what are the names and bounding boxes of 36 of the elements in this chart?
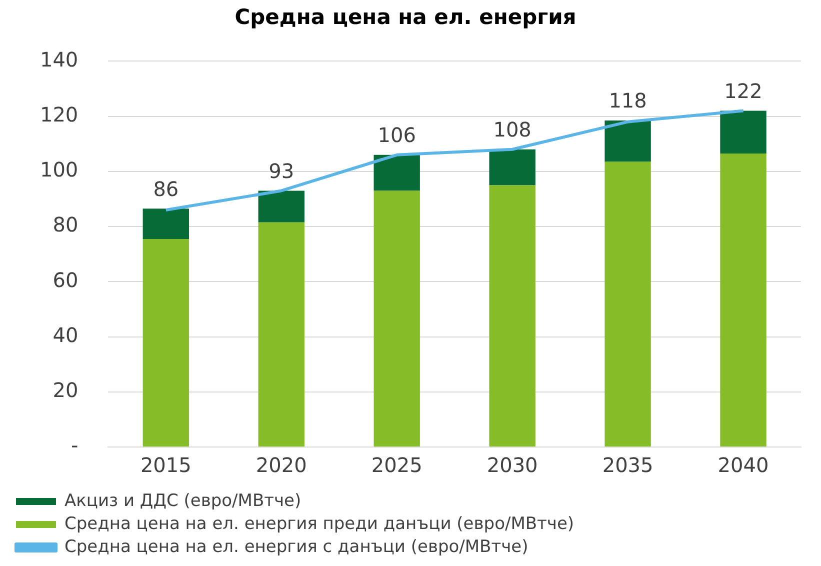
y-tick-label: 80 — [52, 212, 78, 237]
bar — [374, 154, 420, 191]
y-tick-label: 60 — [52, 268, 78, 292]
x-tick-label: 2025 — [371, 453, 422, 478]
y-tick-label: 120 — [40, 102, 78, 127]
x-tick-label: 2035 — [602, 453, 654, 478]
y-tick-label: - — [70, 433, 78, 458]
y-tick-label: 100 — [40, 158, 78, 182]
bar — [142, 238, 190, 446]
chart-title: Средна цена на ел. енергия — [234, 5, 576, 30]
y-tick-label: 140 — [40, 47, 78, 72]
bar — [489, 149, 536, 186]
x-tick-label: 2030 — [486, 453, 538, 478]
x-tick-label: 2015 — [140, 453, 192, 478]
total-label: 86 — [153, 176, 179, 201]
legend-label: Средна цена на ел. енергия с данъци (евро/МВтче) — [64, 536, 528, 557]
bar — [720, 110, 766, 154]
x-tick-label: 2020 — [256, 453, 307, 478]
bar — [604, 120, 651, 162]
bar — [258, 222, 304, 446]
bar — [604, 162, 651, 446]
total-label: 108 — [493, 118, 532, 142]
legend-label: Акциз и ДДС (евро/МВтче) — [64, 490, 302, 511]
total-label: 118 — [608, 88, 647, 113]
bar — [374, 190, 420, 446]
y-tick-label: 40 — [52, 322, 78, 347]
bar — [142, 208, 190, 239]
total-label: 93 — [268, 158, 294, 183]
legend-label: Средна цена на ел. енергия преди данъци (евро/МВтче) — [64, 514, 574, 534]
total-label: 122 — [724, 79, 762, 104]
bar — [489, 185, 536, 446]
total-label: 106 — [378, 123, 416, 148]
y-tick-label: 20 — [52, 378, 78, 402]
x-tick-label: 2040 — [718, 453, 769, 478]
bar — [258, 190, 304, 222]
bar — [720, 154, 766, 446]
